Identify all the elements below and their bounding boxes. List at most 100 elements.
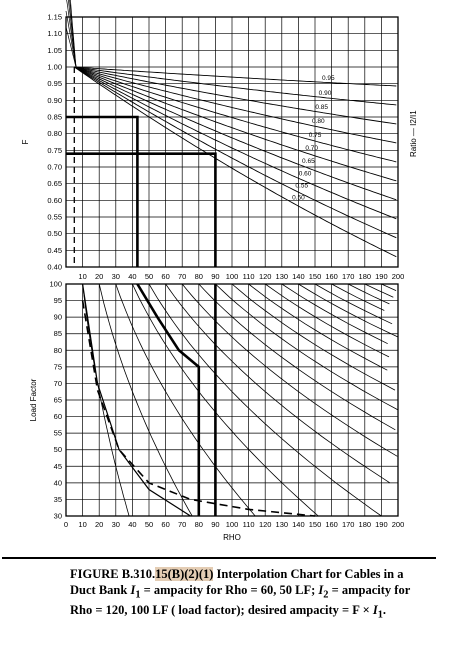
bottom-x-axis-label: RHO bbox=[223, 533, 241, 542]
top-curve-label: 0.80 bbox=[312, 118, 325, 125]
top-x-tick-label: 80 bbox=[195, 272, 203, 281]
top-y-tick-label: 0.75 bbox=[47, 146, 62, 155]
bottom-y-tick-label: 80 bbox=[54, 346, 62, 355]
top-curve-label: 0.85 bbox=[315, 104, 328, 111]
bottom-x-tick-label: 40 bbox=[128, 520, 136, 529]
bottom-x-tick-label: 10 bbox=[78, 520, 86, 529]
bottom-family-curve bbox=[115, 283, 256, 517]
top-y-tick-label: 0.65 bbox=[47, 179, 62, 188]
top-y-tick-label: 1.00 bbox=[47, 63, 62, 72]
bottom-family-curve bbox=[264, 283, 390, 358]
bottom-y-tick-label: 85 bbox=[54, 329, 62, 338]
bottom-y-tick-label: 55 bbox=[54, 429, 62, 438]
bottom-y-tick-label: 35 bbox=[54, 495, 62, 504]
bottom-x-tick-label: 190 bbox=[375, 520, 388, 529]
caption-highlight: 15(B)(2)(1) bbox=[155, 567, 214, 581]
bottom-x-tick-label: 110 bbox=[243, 520, 255, 529]
bottom-family-curve bbox=[248, 283, 388, 371]
bottom-family-curve bbox=[98, 283, 193, 517]
top-curve-label: 0.70 bbox=[305, 145, 318, 152]
top-y-tick-label: 1.10 bbox=[47, 29, 62, 38]
bottom-family-curve bbox=[132, 283, 319, 517]
bottom-family-curve bbox=[165, 283, 391, 484]
bottom-y-tick-label: 30 bbox=[54, 512, 62, 521]
top-pivot-curve bbox=[65, 26, 77, 68]
top-y-tick-label: 0.90 bbox=[47, 96, 62, 105]
caption-i3: I bbox=[372, 602, 378, 617]
bottom-x-tick-label: 120 bbox=[259, 520, 272, 529]
top-x-tick-label: 50 bbox=[145, 272, 153, 281]
top-x-tick-label: 10 bbox=[78, 272, 86, 281]
top-ratio-curve bbox=[74, 66, 397, 182]
top-panel-f-chart: 0.40 0.45 0.50 0.55 0.60 0.65 0.70 0.75 0.80 0.85… bbox=[21, 0, 418, 281]
bottom-family-curve bbox=[198, 283, 396, 431]
top-pivot-curve bbox=[65, 10, 77, 68]
bottom-x-tick-label: 60 bbox=[161, 520, 169, 529]
top-ratio-curve bbox=[74, 66, 397, 125]
top-y-tick-label: 1.15 bbox=[47, 13, 62, 22]
top-ratio-curve bbox=[74, 66, 397, 87]
top-y-tick-label: 0.40 bbox=[47, 263, 62, 272]
top-x-tick-label: 190 bbox=[375, 272, 388, 281]
bottom-y-tick-label: 65 bbox=[54, 396, 62, 405]
top-right-axis-label: Ratio — I2/I1 bbox=[409, 110, 418, 157]
bottom-family-curve bbox=[298, 283, 399, 338]
top-x-tick-label: 70 bbox=[178, 272, 186, 281]
top-y-tick-label: 0.45 bbox=[47, 246, 62, 255]
caption-i2: I bbox=[318, 582, 324, 597]
top-bold-guide bbox=[66, 152, 217, 267]
bottom-x-tick-label: 200 bbox=[392, 520, 405, 529]
bottom-x-tick-label: 100 bbox=[226, 520, 239, 529]
bottom-x-tick-label: 180 bbox=[359, 520, 372, 529]
top-y-axis-label: F bbox=[21, 139, 30, 144]
bottom-family-curve bbox=[331, 283, 385, 311]
bottom-y-tick-label: 40 bbox=[54, 478, 62, 487]
bottom-x-tick-label: 170 bbox=[342, 520, 355, 529]
top-y-tick-label: 0.60 bbox=[47, 196, 62, 205]
bottom-x-tick-label: 0 bbox=[64, 520, 68, 529]
bottom-bold-series bbox=[136, 283, 201, 516]
bottom-family-curve bbox=[314, 283, 393, 325]
top-x-tick-label: 140 bbox=[292, 272, 305, 281]
bottom-y-tick-label: 60 bbox=[54, 412, 62, 421]
top-y-tick-label: 0.85 bbox=[47, 113, 62, 122]
bottom-family-curve bbox=[364, 283, 394, 298]
top-curve-label: 0.50 bbox=[292, 194, 305, 201]
bottom-x-tick-label: 50 bbox=[145, 520, 153, 529]
bottom-family-curve bbox=[231, 283, 396, 391]
bottom-family-curve bbox=[82, 283, 130, 517]
top-x-tick-label: 30 bbox=[112, 272, 120, 281]
bottom-y-tick-label: 50 bbox=[54, 445, 62, 454]
bottom-x-tick-label: 90 bbox=[211, 520, 219, 529]
bottom-family-curve bbox=[148, 283, 382, 517]
bottom-family-curve bbox=[381, 283, 397, 291]
caption-i2-sub: 2 bbox=[323, 589, 329, 600]
bottom-family-curve bbox=[181, 283, 398, 457]
caption-i1-sub: 1 bbox=[135, 589, 141, 600]
top-curve-label: 0.60 bbox=[299, 171, 312, 178]
top-y-tick-label: 0.70 bbox=[47, 163, 62, 172]
top-y-tick-label: 0.80 bbox=[47, 129, 62, 138]
bottom-x-tick-label: 140 bbox=[292, 520, 305, 529]
top-x-tick-label: 100 bbox=[226, 272, 239, 281]
top-x-tick-label: 200 bbox=[392, 272, 405, 281]
interpolation-chart: 0.40 0.45 0.50 0.55 0.60 0.65 0.70 0.75 0.80 0.85… bbox=[21, 0, 418, 543]
caption-lead: FIGURE B.310. bbox=[70, 567, 156, 581]
top-curve-label: 0.55 bbox=[295, 183, 308, 190]
bottom-panel-load-factor-chart: 30 35 40 45 50 55 60 65 70 75 80 85 90 95 100 0 10 20 30 40… bbox=[29, 280, 404, 543]
top-y-tick-label: 0.50 bbox=[47, 229, 62, 238]
top-curve-label: 0.65 bbox=[302, 158, 315, 165]
bottom-solid-series bbox=[82, 283, 191, 517]
top-curve-label: 0.95 bbox=[322, 75, 335, 82]
bottom-x-tick-label: 80 bbox=[195, 520, 203, 529]
top-x-tick-label: 180 bbox=[359, 272, 372, 281]
caption-text-3: = ampacity for Rho = 120, 100 LF ( load … bbox=[70, 582, 411, 617]
bottom-y-tick-label: 90 bbox=[54, 313, 62, 322]
top-x-tick-label: 130 bbox=[276, 272, 289, 281]
bottom-x-tick-label: 70 bbox=[178, 520, 186, 529]
figure-caption: FIGURE B.310.15(B)(2)(1) Interpolation C… bbox=[70, 567, 430, 623]
top-x-tick-label: 110 bbox=[243, 272, 255, 281]
top-y-tick-label: 0.95 bbox=[47, 79, 62, 88]
top-ratio-curve bbox=[74, 66, 397, 144]
bottom-y-tick-label: 95 bbox=[54, 296, 62, 305]
